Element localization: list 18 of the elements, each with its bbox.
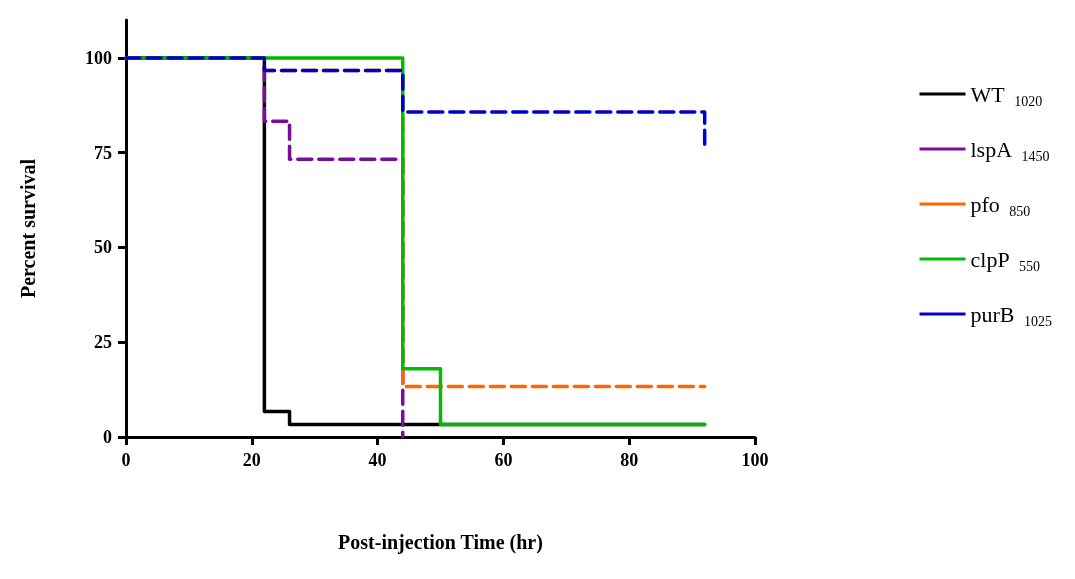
legend-label: purB 1025 — [970, 301, 1052, 329]
x-axis-title: Post-injection Time (hr) — [338, 531, 543, 554]
legend-label: WT 1020 — [970, 81, 1043, 109]
legend-label: lspA 1450 — [970, 136, 1050, 164]
x-tick-label: 100 — [741, 450, 769, 470]
x-tick-label: 80 — [620, 450, 639, 470]
legend-label: pfo 850 — [970, 191, 1031, 219]
legend-label: clpP 550 — [970, 246, 1041, 274]
x-tick-label: 0 — [121, 450, 131, 470]
y-tick-label: 0 — [103, 427, 112, 447]
y-tick-label: 75 — [94, 142, 112, 163]
x-tick-label: 20 — [242, 450, 261, 470]
y-tick-label: 50 — [94, 237, 112, 258]
x-tick-label: 60 — [494, 450, 513, 470]
y-tick-label: 100 — [85, 47, 112, 68]
y-tick-label: 25 — [94, 332, 112, 353]
y-axis-title: Percent survival — [17, 158, 39, 299]
x-tick-label: 40 — [368, 450, 387, 470]
